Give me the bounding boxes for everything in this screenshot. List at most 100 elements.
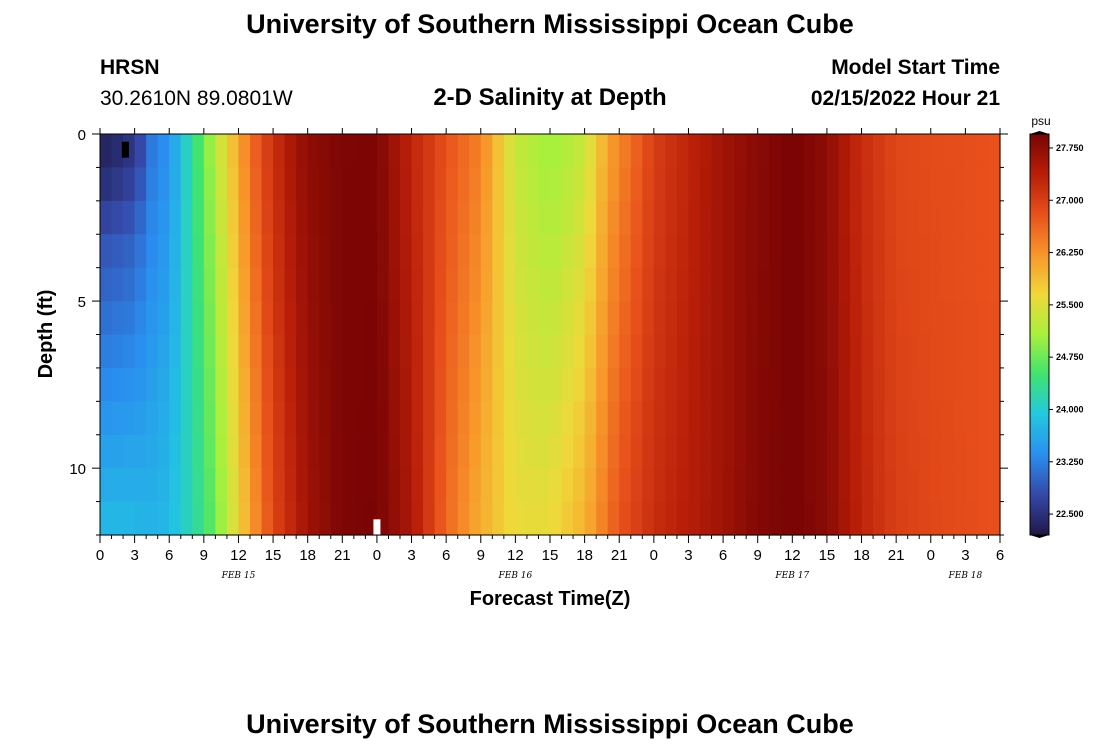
heatmap-cell xyxy=(388,468,401,503)
heatmap-cell xyxy=(238,401,251,436)
heatmap-cell xyxy=(734,200,747,235)
heatmap-cell xyxy=(284,434,297,469)
heatmap-cell xyxy=(584,434,597,469)
heatmap-cell xyxy=(423,434,436,469)
heatmap-cell xyxy=(538,468,551,503)
heatmap-cell xyxy=(330,134,343,169)
heatmap-cell xyxy=(411,134,424,169)
heatmap-cell xyxy=(192,468,205,503)
heatmap-cell xyxy=(307,367,320,402)
x-axis: 0 3 6 9 12 15 18 21 0 3 6 9 12 15 18 21 0 3 6 9 12 15 18 21 0 3 6 F… xyxy=(96,128,1004,581)
heatmap-cell xyxy=(423,301,436,336)
heatmap-cell xyxy=(296,134,309,169)
heatmap-cell xyxy=(319,167,332,202)
y-axis: 0 5 10 xyxy=(69,127,1008,536)
heatmap-cell xyxy=(942,501,955,536)
heatmap-cell xyxy=(123,267,136,302)
heatmap-cell xyxy=(492,301,505,336)
heatmap-cell xyxy=(203,434,216,469)
heatmap-cell xyxy=(826,301,840,336)
heatmap-cell xyxy=(503,134,516,169)
heatmap-cell xyxy=(400,468,413,503)
heatmap-cell xyxy=(134,167,147,202)
heatmap-cell xyxy=(907,334,920,369)
colorbar-bar xyxy=(1029,133,1050,536)
heatmap-cell xyxy=(250,367,263,402)
heatmap-cell xyxy=(261,167,274,202)
heatmap-cell xyxy=(423,200,436,235)
heatmap-cell xyxy=(330,234,343,269)
heatmap-cell xyxy=(492,468,505,503)
heatmap-cell xyxy=(665,234,678,269)
heatmap-cell xyxy=(503,468,516,503)
heatmap-cell xyxy=(296,167,309,202)
heatmap-cell xyxy=(400,501,413,536)
x-tick-label: 0 xyxy=(96,547,104,564)
heatmap-cell xyxy=(226,200,240,235)
heatmap-cell xyxy=(203,200,216,235)
heatmap-cell xyxy=(261,501,274,536)
x-tick-label: 3 xyxy=(684,547,692,564)
heatmap-cell xyxy=(988,501,1001,536)
heatmap-cell xyxy=(734,267,747,302)
heatmap-cell xyxy=(596,200,609,235)
heatmap-cell xyxy=(550,134,563,169)
heatmap-cell xyxy=(861,301,874,336)
heatmap-cell xyxy=(619,200,632,235)
heatmap-cell xyxy=(100,367,113,402)
heatmap-cell xyxy=(653,234,666,269)
heatmap-cell xyxy=(988,401,1001,436)
heatmap-cell xyxy=(250,234,263,269)
heatmap-cell xyxy=(919,234,932,269)
heatmap-cell xyxy=(203,468,216,503)
heatmap-cell xyxy=(815,334,828,369)
heatmap-cell xyxy=(653,301,666,336)
heatmap-cell xyxy=(446,134,459,169)
heatmap-cell xyxy=(965,234,978,269)
heatmap-cell xyxy=(930,200,943,235)
heatmap-cell xyxy=(919,468,932,503)
heatmap-cell xyxy=(630,301,643,336)
heatmap-cell xyxy=(376,401,390,436)
heatmap-cell xyxy=(457,501,470,536)
heatmap-cell xyxy=(480,200,493,235)
heatmap-cell xyxy=(792,468,805,503)
heatmap-cell xyxy=(146,134,159,169)
heatmap-cell xyxy=(584,267,597,302)
heatmap-cell xyxy=(861,501,874,536)
heatmap-cell xyxy=(353,167,366,202)
heatmap-cell xyxy=(676,301,690,336)
heatmap-cell xyxy=(676,401,690,436)
heatmap-cell xyxy=(930,234,943,269)
heatmap-cell xyxy=(273,200,286,235)
heatmap-cell xyxy=(653,468,666,503)
heatmap-cell xyxy=(434,167,447,202)
heatmap-cell xyxy=(492,334,505,369)
heatmap-cell xyxy=(757,434,770,469)
heatmap-cell xyxy=(803,367,816,402)
heatmap-cell xyxy=(976,301,990,336)
heatmap-cell xyxy=(896,367,909,402)
heatmap-cell xyxy=(734,434,747,469)
heatmap-cell xyxy=(492,267,505,302)
heatmap-cell xyxy=(607,434,620,469)
heatmap-cell xyxy=(919,200,932,235)
heatmap-cell xyxy=(515,468,528,503)
heatmap-cell xyxy=(273,334,286,369)
heatmap-cell xyxy=(896,401,909,436)
heatmap-cell xyxy=(250,334,263,369)
heatmap-cell xyxy=(457,167,470,202)
heatmap-cell xyxy=(607,334,620,369)
heatmap-cell xyxy=(803,301,816,336)
heatmap-cell xyxy=(746,501,759,536)
heatmap-cell xyxy=(907,434,920,469)
heatmap-cell xyxy=(307,134,320,169)
heatmap-cell xyxy=(411,468,424,503)
heatmap-cell xyxy=(169,334,182,369)
heatmap-cell xyxy=(630,367,643,402)
heatmap-cell xyxy=(330,301,343,336)
heatmap-cell xyxy=(642,267,655,302)
heatmap-cell xyxy=(607,167,620,202)
heatmap-cell xyxy=(665,401,678,436)
